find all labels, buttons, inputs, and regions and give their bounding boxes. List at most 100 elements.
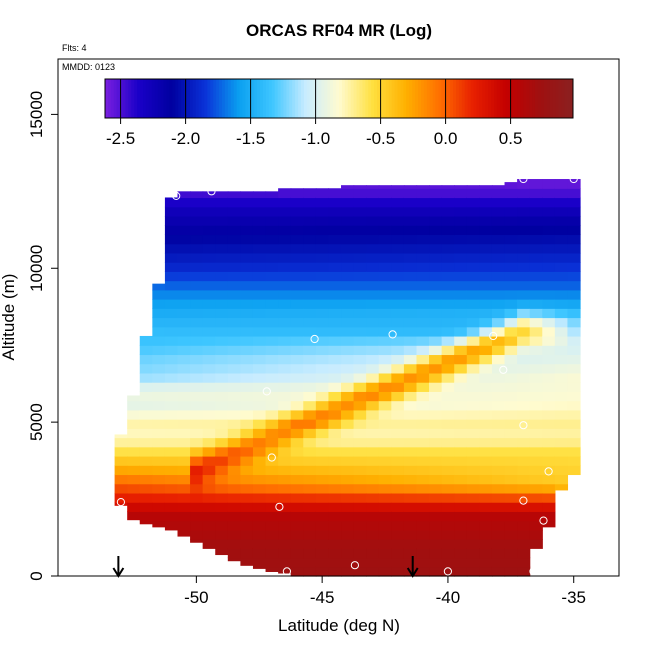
field-cell: [290, 465, 304, 476]
field-cell: [227, 548, 241, 559]
field-cell: [454, 446, 468, 457]
colorbar-segment: [499, 79, 504, 118]
field-cell: [164, 317, 179, 328]
field-cell: [491, 197, 506, 208]
field-cell: [139, 354, 153, 365]
field-cell: [190, 409, 204, 420]
field-cell: [416, 483, 430, 494]
field-cell: [504, 557, 518, 568]
field-cell: [341, 437, 355, 448]
field-cell: [454, 511, 468, 522]
field-cell: [542, 363, 556, 374]
field-cell: [378, 243, 392, 254]
field-cell: [315, 308, 330, 319]
field-cell: [378, 188, 392, 199]
field-cell: [227, 474, 241, 485]
field-cell: [491, 206, 506, 217]
field-cell: [441, 557, 455, 568]
field-cell: [391, 335, 405, 346]
field-cell: [328, 446, 342, 457]
field-cell: [491, 511, 506, 522]
colorbar-segment: [303, 79, 308, 118]
field-cell: [177, 419, 191, 429]
field-cell: [227, 539, 241, 549]
field-cell: [303, 391, 317, 402]
field-cell: [190, 252, 204, 263]
colorbar-segment: [125, 79, 129, 118]
field-cell: [190, 502, 204, 512]
field-cell: [517, 280, 531, 291]
field-cell: [265, 557, 279, 568]
field-cell: [265, 548, 279, 559]
field-cell: [479, 474, 493, 485]
field-cell: [227, 391, 241, 402]
field-cell: [491, 317, 506, 328]
field-cell: [190, 400, 204, 411]
field-cell: [466, 483, 480, 494]
field-cell: [366, 419, 380, 429]
field-cell: [303, 465, 317, 476]
field-cell: [190, 474, 204, 485]
field-cell: [429, 520, 443, 531]
field-cell: [290, 400, 304, 411]
field-cell: [429, 335, 443, 346]
field-cell: [215, 225, 229, 236]
field-cell: [215, 363, 229, 374]
field-cell: [152, 437, 166, 448]
field-cell: [391, 428, 405, 439]
field-cell: [479, 400, 493, 411]
field-cell: [164, 372, 179, 383]
field-cell: [441, 280, 455, 291]
field-cell: [303, 455, 317, 466]
field-cell: [554, 215, 569, 226]
colorbar-segment: [116, 79, 121, 118]
field-cell: [114, 446, 128, 457]
field-cell: [315, 465, 330, 476]
field-cell: [278, 206, 292, 217]
field-cell: [164, 335, 179, 346]
field-cell: [567, 419, 581, 429]
field-cell: [466, 437, 480, 448]
colorbar-segment: [403, 79, 407, 118]
field-cell: [278, 354, 292, 365]
field-cell: [328, 437, 342, 448]
field-cell: [366, 428, 380, 439]
colorbar-segment: [496, 79, 501, 118]
colorbar-segment: [435, 79, 439, 118]
field-cell: [290, 483, 304, 494]
field-cell: [341, 511, 355, 522]
field-cell: [202, 197, 216, 208]
field-cell: [139, 492, 153, 503]
field-cell: [504, 539, 518, 549]
field-cell: [215, 354, 229, 365]
field-cell: [341, 409, 355, 420]
field-cell: [429, 289, 443, 300]
field-cell: [252, 483, 267, 494]
colorbar-segment: [371, 79, 375, 118]
sample-point: [443, 567, 452, 576]
field-cell: [517, 262, 531, 272]
field-cell: [403, 446, 418, 457]
field-cell: [240, 326, 254, 337]
field-cell: [416, 557, 430, 568]
field-cell: [479, 262, 493, 272]
field-cell: [164, 345, 179, 356]
field-cell: [139, 372, 153, 383]
field-cell: [290, 391, 304, 402]
field-cell: [466, 308, 480, 319]
field-cell: [252, 326, 267, 337]
colorbar-segment: [344, 79, 349, 118]
field-cell: [403, 335, 418, 346]
field-cell: [328, 529, 342, 540]
field-cell: [517, 289, 531, 300]
field-cell: [353, 354, 367, 365]
field-cell: [517, 557, 531, 568]
field-cell: [491, 382, 506, 392]
field-cell: [202, 529, 216, 540]
field-cell: [190, 308, 204, 319]
field-cell: [240, 409, 254, 420]
field-cell: [391, 409, 405, 420]
field-cell: [416, 382, 430, 392]
field-cell: [366, 206, 380, 217]
field-cell: [567, 400, 581, 411]
